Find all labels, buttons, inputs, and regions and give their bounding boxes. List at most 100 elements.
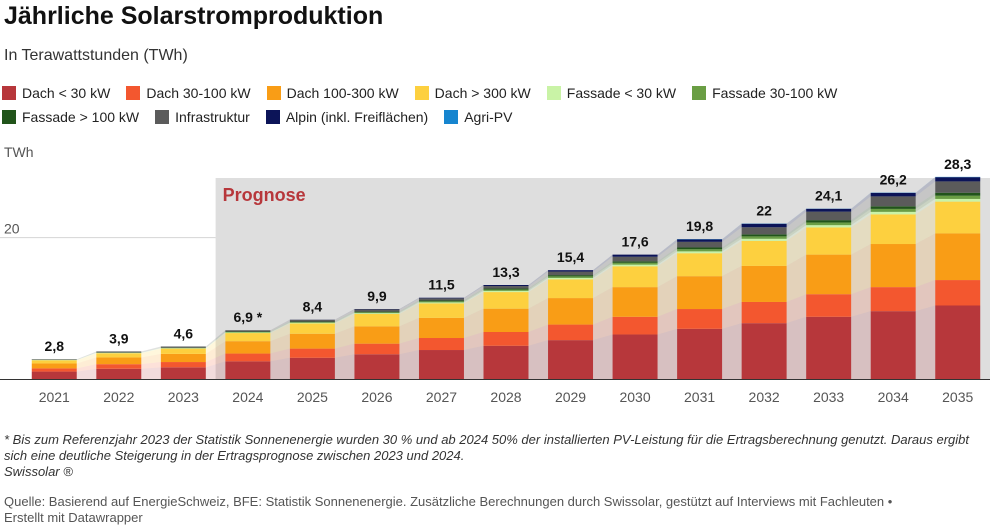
bar-segment — [677, 251, 723, 254]
bar-segment — [354, 354, 400, 379]
bar-connector-segment — [851, 192, 871, 209]
bar-segment — [741, 323, 787, 379]
bar-segment — [96, 353, 142, 358]
bar-segment — [870, 287, 916, 312]
bar-connector-segment — [593, 266, 613, 299]
bar-segment — [612, 256, 658, 262]
bar-segment — [31, 368, 77, 372]
bar-segment — [160, 367, 206, 379]
bar-segment — [418, 301, 464, 303]
bar-segment — [935, 233, 981, 281]
bar-connector-segment — [205, 332, 226, 349]
bar-connector-segment — [593, 254, 613, 272]
bar-segment — [741, 265, 787, 302]
bar-segment — [548, 275, 594, 277]
bar-connector-segment — [463, 286, 484, 301]
bar-segment — [870, 208, 916, 212]
stacked-bar-chart: TWh Prognose 20 2,8 2021 3,9 2022 4,6 2023 6,9… — [0, 144, 991, 405]
x-tick-label: 2031 — [684, 389, 715, 405]
bar-segment — [96, 368, 142, 379]
bar-segment — [354, 326, 400, 344]
x-tick-label: 2030 — [619, 389, 650, 405]
bar-connector-segment — [722, 301, 742, 329]
bar-segment — [418, 350, 464, 379]
footnotes: * Bis zum Referenzjahr 2023 der Statisti… — [4, 432, 988, 480]
bar-connector-segment — [399, 301, 419, 314]
bar-connector-segment — [76, 352, 97, 360]
bar-total-label: 11,5 — [428, 277, 455, 293]
bar-connector-segment — [786, 294, 807, 324]
forecast-region-layer: Prognose — [215, 178, 991, 379]
bar-connector-segment — [334, 343, 355, 358]
bar-total-label: 17,6 — [621, 234, 648, 250]
bar-segment — [548, 270, 594, 272]
bar-segment — [225, 353, 271, 362]
bar-connector-segment — [722, 238, 742, 254]
bar-segment — [354, 313, 400, 314]
bar-connector-segment — [270, 321, 290, 332]
legend-item: Dach 100-300 kW — [266, 84, 399, 102]
legend-swatch — [692, 86, 707, 100]
bar-total-label: 26,2 — [880, 172, 907, 188]
legend-label: Alpin (inkl. Freiflächen) — [285, 109, 429, 125]
bar-connector-segment — [270, 319, 290, 331]
bar-segment — [870, 214, 916, 245]
bar-connector-segment — [528, 277, 549, 293]
x-tick-label: 2027 — [426, 389, 457, 405]
bar-connector-segment — [76, 368, 97, 379]
legend-item: Agri-PV — [444, 108, 512, 126]
bar-connector-segment — [205, 330, 226, 348]
bar-segment — [96, 357, 142, 365]
bar-connector-segment — [722, 265, 742, 310]
labels-layer: 2,8 2021 3,9 2022 4,6 2023 6,9 * 2024 8,4 2025 9,9… — [39, 156, 974, 405]
bar-segment — [548, 324, 594, 341]
bars-layer — [31, 176, 981, 379]
bar-segment — [806, 208, 852, 212]
bar-segment — [483, 290, 529, 293]
legend-item: Dach < 30 kW — [2, 84, 110, 102]
bar-connector-segment — [786, 254, 807, 302]
legend-swatch — [2, 86, 16, 100]
bar-segment — [483, 345, 529, 379]
bar-segment — [289, 348, 335, 358]
bar-connector-segment — [270, 357, 290, 379]
bar-connector-segment — [270, 322, 290, 334]
bar-segment — [354, 313, 400, 327]
bar-connector-segment — [141, 346, 161, 353]
bar-segment — [483, 289, 529, 291]
bar-connector-segment — [915, 305, 936, 379]
x-tick-label: 2028 — [490, 389, 521, 405]
y-tick-label: 20 — [4, 221, 20, 237]
legend-label: Fassade < 30 kW — [566, 85, 677, 101]
bar-segment — [354, 309, 400, 312]
bar-connector-segment — [205, 353, 226, 368]
bar-segment — [806, 225, 852, 228]
bar-segment — [677, 328, 723, 379]
bar-connector-segment — [722, 223, 742, 242]
chart-title: Jährliche Solarstromproduktion — [4, 2, 384, 30]
bar-segment — [418, 303, 464, 318]
bar-segment — [289, 333, 335, 349]
bar-segment — [548, 271, 594, 276]
bar-connector-segment — [141, 367, 161, 379]
bar-segment — [677, 249, 723, 252]
bar-segment — [289, 322, 335, 323]
bar-segment — [677, 276, 723, 310]
bar-segment — [677, 253, 723, 277]
bar-connector-segment — [399, 297, 419, 310]
credit-text: Swissolar ® — [4, 464, 73, 479]
bar-connector-segment — [786, 316, 807, 379]
bar-segment — [548, 298, 594, 325]
bar-connector-segment — [399, 300, 419, 313]
bar-segment — [677, 239, 723, 242]
bar-segment — [160, 362, 206, 368]
bar-connector-segment — [76, 351, 97, 360]
bar-connector-segment — [463, 290, 484, 304]
bar-connector-segment — [657, 239, 678, 257]
bar-segment — [31, 363, 77, 369]
bar-segment — [935, 177, 981, 182]
legend-swatch — [414, 86, 429, 100]
bar-connector-segment — [786, 211, 807, 235]
bar-segment — [160, 346, 206, 348]
bar-segment — [548, 276, 594, 278]
